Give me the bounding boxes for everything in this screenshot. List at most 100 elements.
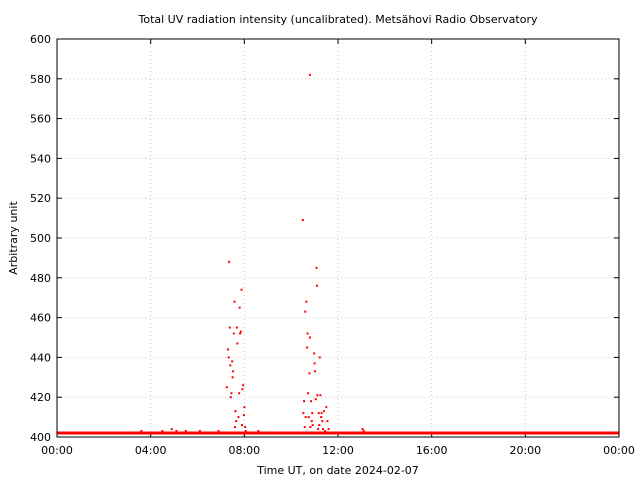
x-tick-label: 04:00 bbox=[135, 444, 167, 457]
data-point bbox=[242, 384, 245, 387]
data-point bbox=[238, 306, 241, 309]
data-point bbox=[314, 398, 317, 401]
data-point bbox=[140, 430, 143, 433]
data-point bbox=[306, 346, 309, 349]
x-tick-label: 00:00 bbox=[41, 444, 73, 457]
data-point bbox=[228, 260, 231, 263]
data-point bbox=[320, 416, 323, 419]
data-point bbox=[126, 432, 129, 435]
data-point bbox=[232, 332, 235, 335]
data-point bbox=[317, 428, 320, 431]
x-tick-label: 12:00 bbox=[322, 444, 354, 457]
data-point bbox=[314, 370, 317, 373]
data-point bbox=[309, 426, 312, 429]
data-point bbox=[175, 430, 178, 433]
data-point bbox=[244, 426, 247, 429]
data-point bbox=[184, 430, 187, 433]
data-point bbox=[312, 432, 315, 435]
data-point bbox=[234, 410, 237, 413]
data-point bbox=[311, 424, 314, 427]
data-point bbox=[361, 428, 364, 431]
data-point bbox=[237, 416, 240, 419]
data-point bbox=[239, 332, 242, 335]
data-point bbox=[231, 376, 234, 379]
data-point bbox=[318, 356, 321, 359]
data-point bbox=[229, 396, 232, 399]
data-point bbox=[311, 412, 314, 415]
data-point bbox=[264, 432, 267, 435]
y-tick-label: 480 bbox=[30, 272, 51, 285]
data-point bbox=[257, 430, 260, 433]
data-point bbox=[189, 432, 192, 435]
data-point bbox=[243, 406, 246, 409]
data-point bbox=[307, 416, 310, 419]
data-point bbox=[308, 336, 311, 339]
data-point bbox=[308, 372, 311, 375]
data-point bbox=[304, 416, 307, 419]
data-point bbox=[239, 330, 242, 333]
y-tick-label: 420 bbox=[30, 391, 51, 404]
data-point bbox=[170, 428, 173, 431]
data-point bbox=[324, 430, 327, 433]
data-point bbox=[238, 392, 241, 395]
data-point bbox=[271, 432, 274, 435]
data-point bbox=[325, 406, 328, 409]
data-point bbox=[116, 432, 119, 435]
data-point bbox=[233, 300, 236, 303]
data-point bbox=[252, 432, 255, 435]
y-tick-label: 440 bbox=[30, 351, 51, 364]
y-tick-label: 600 bbox=[30, 33, 51, 46]
data-point bbox=[226, 348, 229, 351]
data-points bbox=[57, 73, 619, 435]
data-point bbox=[306, 332, 309, 335]
data-point bbox=[147, 432, 150, 435]
data-point bbox=[307, 392, 310, 395]
data-point bbox=[305, 300, 308, 303]
data-point bbox=[242, 414, 245, 417]
data-point bbox=[301, 219, 304, 222]
data-point bbox=[315, 284, 318, 287]
grid bbox=[57, 39, 619, 437]
data-point bbox=[304, 310, 307, 313]
data-point bbox=[318, 424, 321, 427]
data-point bbox=[303, 426, 306, 429]
data-point bbox=[244, 430, 247, 433]
data-point bbox=[310, 400, 313, 403]
data-point bbox=[278, 432, 281, 435]
data-point bbox=[315, 266, 318, 269]
y-tick-label: 520 bbox=[30, 192, 51, 205]
x-tick-label: 00:00 bbox=[603, 444, 635, 457]
ticks: 400 420 440 460 480 500 520 540 560 580 600 00:00 04… bbox=[30, 33, 635, 457]
data-point bbox=[248, 432, 251, 435]
data-point bbox=[303, 400, 306, 403]
data-point bbox=[327, 428, 330, 431]
data-point bbox=[228, 326, 231, 329]
data-point bbox=[313, 352, 316, 355]
data-point bbox=[240, 424, 243, 427]
data-point bbox=[319, 394, 322, 397]
data-point bbox=[292, 432, 295, 435]
data-point bbox=[322, 428, 325, 431]
data-point bbox=[316, 394, 319, 397]
x-tick-label: 16:00 bbox=[416, 444, 448, 457]
data-point bbox=[203, 432, 206, 435]
y-tick-label: 500 bbox=[30, 232, 51, 245]
data-point bbox=[317, 412, 320, 415]
data-point bbox=[326, 420, 329, 423]
data-point bbox=[229, 364, 232, 367]
data-point bbox=[285, 432, 288, 435]
x-axis-label: Time UT, on date 2024-02-07 bbox=[256, 464, 419, 477]
y-tick-label: 400 bbox=[30, 431, 51, 444]
data-point bbox=[320, 412, 323, 415]
data-point bbox=[362, 430, 365, 433]
data-point bbox=[154, 432, 157, 435]
data-point bbox=[180, 432, 183, 435]
chart-title: Total UV radiation intensity (uncalibrat… bbox=[138, 13, 538, 26]
data-point bbox=[321, 420, 324, 423]
data-point bbox=[240, 288, 243, 291]
data-point bbox=[210, 432, 213, 435]
y-tick-label: 460 bbox=[30, 312, 51, 325]
data-point bbox=[241, 388, 244, 391]
